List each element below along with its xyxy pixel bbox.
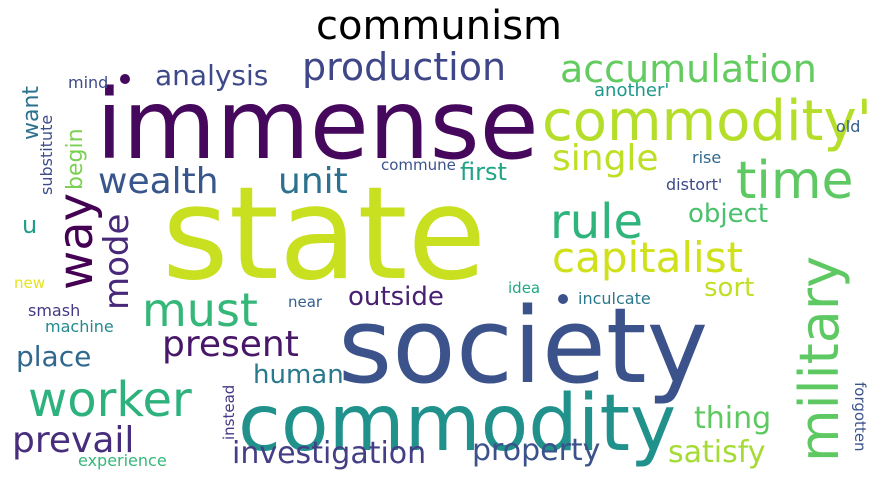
word-mode: mode [97, 214, 137, 310]
word-military: military [788, 256, 851, 462]
word-commodity: commodity [238, 379, 676, 469]
word-object: object [688, 199, 768, 229]
word-state: state [162, 160, 486, 309]
word-new: new [14, 274, 45, 292]
word-old: old [836, 117, 860, 136]
word-unit: unit [278, 161, 348, 202]
word-production: production [302, 45, 506, 89]
word-investigation: investigation [232, 436, 426, 471]
word-outside: outside [348, 282, 444, 312]
dot-mark [558, 294, 568, 304]
word-capitalist: capitalist [552, 233, 743, 282]
word-way: way [48, 193, 104, 290]
word-accumulation: accumulation [560, 47, 817, 91]
page-title: communism [315, 3, 562, 49]
word-satisfy: satisfy [668, 435, 766, 470]
word-machine: machine [45, 317, 114, 336]
word-thing: thing [694, 401, 771, 436]
word-u: u [22, 211, 37, 239]
word-time: time [736, 151, 853, 211]
word-sort: sort [704, 273, 754, 303]
word-must: must [142, 283, 258, 337]
word-wealth: wealth [98, 161, 219, 202]
word-mind: mind [68, 73, 108, 92]
word-smash: smash [28, 301, 80, 320]
word-another: another' [594, 80, 669, 101]
word-worker: worker [28, 372, 192, 428]
dot-mark [120, 74, 130, 84]
word-substitute: substitute [37, 115, 56, 195]
word-instead: instead [220, 385, 238, 440]
word-experience: experience [78, 451, 167, 470]
word-commodity: commodity' [542, 89, 872, 154]
word-human: human [253, 360, 344, 390]
word-rise: rise [692, 148, 721, 167]
word-begin: begin [63, 128, 88, 190]
word-prevail: prevail [12, 420, 134, 461]
word-commune: commune [381, 156, 456, 174]
word-first: first [460, 158, 507, 186]
word-rule: rule [550, 194, 643, 250]
word-inculcate: inculcate [578, 289, 651, 308]
word-society: society [338, 285, 708, 407]
word-forgotten: forgotten [851, 382, 869, 452]
word-idea: idea [508, 279, 540, 297]
word-place: place [16, 340, 91, 373]
word-immense: immense [96, 69, 539, 181]
word-near: near [288, 293, 323, 311]
word-analysis: analysis [155, 59, 268, 92]
word-want: want [19, 86, 44, 140]
word-property: property [472, 433, 600, 468]
word-present: present [162, 324, 299, 365]
word-distort: distort' [666, 175, 722, 194]
word-single: single [552, 138, 659, 179]
